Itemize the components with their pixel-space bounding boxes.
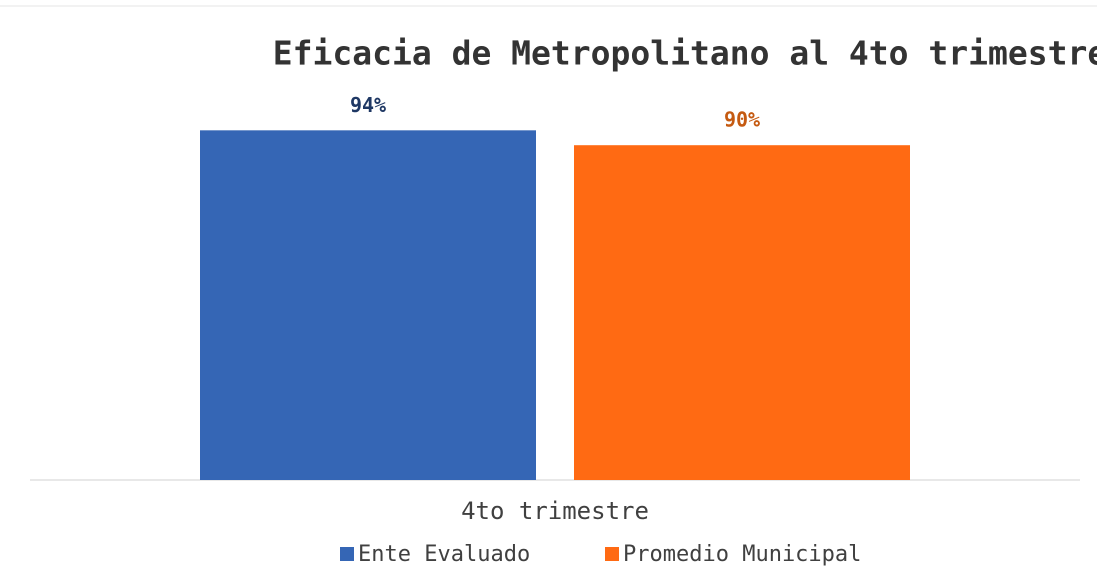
bar <box>200 130 536 480</box>
legend-swatch <box>340 547 354 561</box>
x-tick-label: 4to trimestre <box>461 497 649 525</box>
legend-label: Promedio Municipal <box>623 542 861 567</box>
legend-label: Ente Evaluado <box>358 542 530 567</box>
data-label: 90% <box>724 108 760 132</box>
data-label: 94% <box>350 93 386 117</box>
legend-swatch <box>605 547 619 561</box>
chart-title: Eficacia de Metropolitano al 4to trimest… <box>273 34 1097 73</box>
bar <box>574 145 910 480</box>
